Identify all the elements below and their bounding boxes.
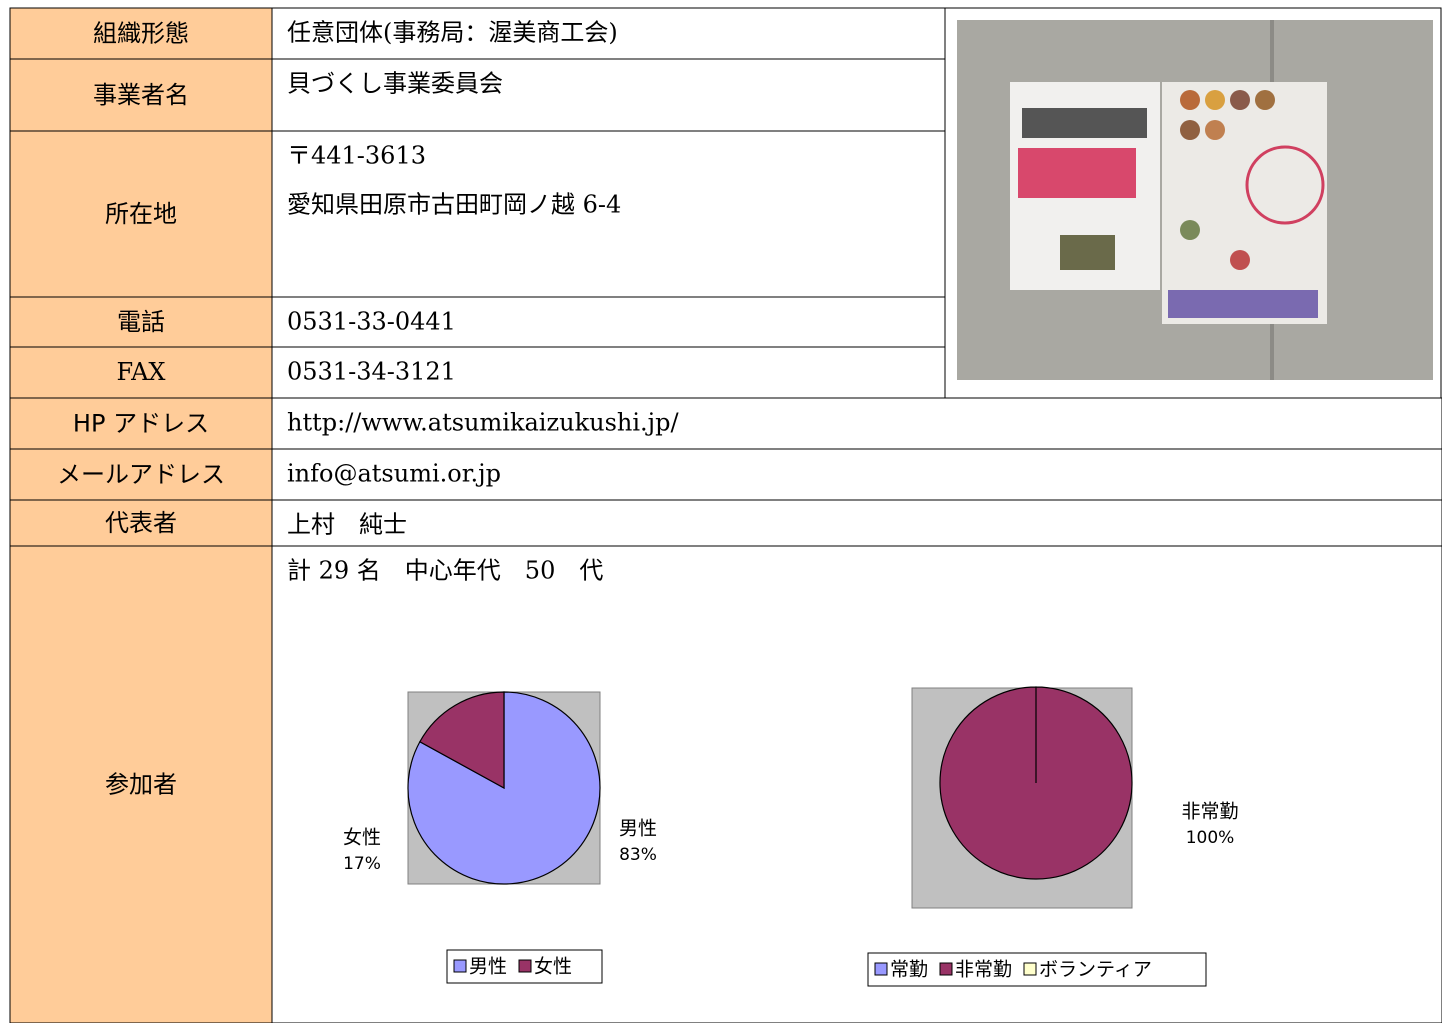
- row-value: 計 29 名 中心年代 50 代: [287, 557, 603, 585]
- slice-name: 女性: [343, 827, 381, 849]
- row-label: 組織形態: [93, 20, 189, 48]
- row-value: 上村 純士: [287, 511, 407, 539]
- label-cell: [9, 448, 273, 501]
- row-value: 任意団体(事務局：渥美商工会): [287, 19, 618, 47]
- photo-cell: [944, 7, 1442, 399]
- value-cell: [271, 499, 1442, 547]
- value-cell: [271, 346, 946, 399]
- legend-label: 非常勤: [955, 959, 1012, 981]
- slice-name: 男性: [619, 818, 657, 840]
- row-label: 所在地: [105, 200, 177, 228]
- legend-swatch: [1023, 962, 1037, 976]
- slice-value: 17%: [343, 854, 381, 874]
- value-cell: [271, 448, 1442, 501]
- label-cell: [9, 130, 273, 298]
- legend-label: 常勤: [890, 959, 928, 981]
- legend-swatch: [939, 962, 953, 976]
- pie-slice: [939, 686, 1133, 880]
- slice-value: 100%: [1186, 828, 1235, 848]
- row-label: HP アドレス: [73, 410, 209, 438]
- row-label: 事業者名: [93, 81, 189, 109]
- value-cell: [271, 7, 946, 60]
- legend-box: [867, 952, 1207, 987]
- row-value: 〒441-3613: [287, 142, 426, 170]
- value-cell: [271, 130, 946, 298]
- legend-label: 男性: [469, 956, 507, 978]
- pie-slice: [419, 691, 505, 790]
- value-cell: [271, 58, 946, 132]
- slice-name: 非常勤: [1181, 801, 1238, 823]
- legend-swatch: [453, 959, 467, 973]
- legend-swatch: [518, 959, 532, 973]
- row-label: メールアドレス: [57, 461, 225, 489]
- pie-slice: [407, 691, 601, 885]
- row-value: 0531-34-3121: [287, 358, 456, 386]
- row-value: info@atsumi.or.jp: [287, 460, 501, 488]
- row-value: http://www.atsumikaizukushi.jp/: [287, 409, 679, 437]
- label-cell: [9, 7, 273, 60]
- legend-label: 女性: [534, 956, 572, 978]
- photo: [957, 20, 1433, 380]
- legend-label: ボランティア: [1039, 959, 1152, 981]
- value-cell: [271, 397, 1442, 450]
- value-cell: [271, 296, 946, 348]
- label-cell: [9, 58, 273, 132]
- row-label: 電話: [117, 308, 165, 336]
- row-label: 代表者: [105, 509, 177, 537]
- legend-swatch: [874, 962, 888, 976]
- row-value: 愛知県田原市古田町岡ノ越 6-4: [287, 191, 621, 219]
- slice-value: 83%: [619, 845, 657, 865]
- row-value: 0531-33-0441: [287, 308, 456, 336]
- row-label: 参加者: [105, 771, 177, 799]
- label-cell: [9, 545, 273, 1023]
- row-value: 貝づくし事業委員会: [287, 70, 503, 98]
- row-label: FAX: [117, 358, 166, 386]
